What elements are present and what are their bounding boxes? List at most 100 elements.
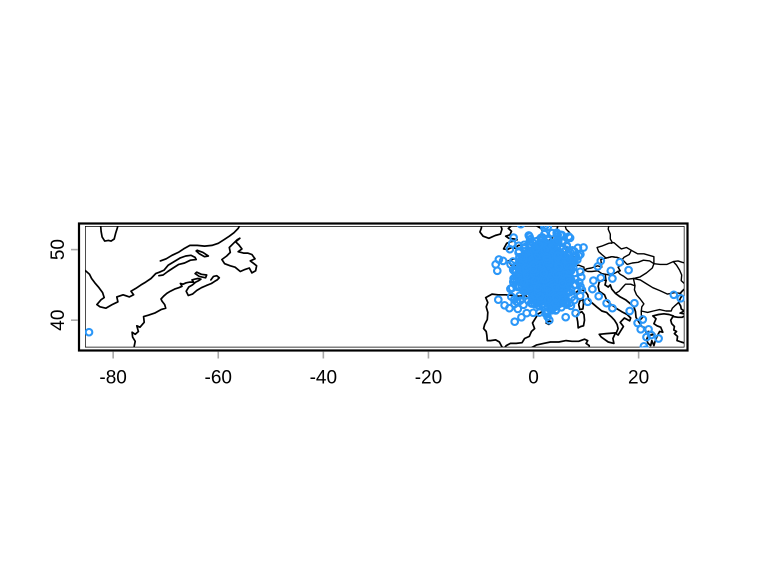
poland-slovakia-ukraine-border bbox=[630, 249, 655, 265]
cluster-fringe-point bbox=[506, 260, 515, 269]
data-point bbox=[596, 273, 606, 283]
x-tick-label: -20 bbox=[415, 368, 442, 389]
ireland-partial-coastline bbox=[479, 226, 503, 240]
labrador-quebec-north-shore-coastline bbox=[159, 226, 241, 262]
x-tick-label: -40 bbox=[310, 368, 337, 389]
data-point bbox=[543, 226, 553, 232]
cluster-fringe-point bbox=[540, 229, 549, 239]
data-point bbox=[505, 303, 514, 313]
data-point bbox=[624, 265, 633, 275]
marmara-coastline bbox=[672, 310, 685, 319]
data-point bbox=[669, 290, 679, 300]
cluster-fringe-point bbox=[550, 298, 560, 308]
plot-box bbox=[77, 222, 689, 352]
cluster-fringe-point bbox=[551, 270, 561, 279]
cluster-fringe-point bbox=[539, 302, 549, 312]
data-point bbox=[615, 257, 625, 267]
czech-border bbox=[596, 241, 632, 261]
data-point bbox=[517, 312, 526, 322]
cluster-fringe-point bbox=[515, 259, 525, 269]
axes-layer: -80 -60 -40 -20 0 20 40 50 bbox=[48, 239, 649, 388]
cluster-fringe-point bbox=[542, 255, 552, 264]
cluster-fringe-point bbox=[576, 272, 586, 282]
cluster-fringe-point bbox=[553, 251, 563, 261]
cluster-fringe-point bbox=[562, 288, 572, 298]
anticosti-island-coastline bbox=[195, 249, 210, 258]
data-point bbox=[589, 276, 598, 285]
croatia-bosnia-border bbox=[614, 283, 636, 295]
data-point bbox=[568, 245, 577, 255]
romania-moldova-border bbox=[672, 260, 685, 285]
cluster-fringe-point bbox=[520, 286, 530, 296]
europe-mediterranean-coast-coastline bbox=[482, 226, 685, 348]
data-point bbox=[594, 291, 604, 301]
data-point bbox=[513, 304, 523, 314]
data-point bbox=[630, 298, 639, 308]
danube-serbia-bulgaria-border bbox=[632, 277, 682, 295]
data-point bbox=[577, 285, 587, 295]
data-point bbox=[583, 297, 593, 307]
cluster-fringe-point bbox=[510, 317, 520, 327]
cluster-fringe-point bbox=[558, 278, 567, 288]
data-point bbox=[642, 332, 651, 342]
x-tick-label: -60 bbox=[205, 368, 232, 389]
data-point bbox=[606, 266, 616, 276]
cluster-fringe-point bbox=[507, 283, 517, 293]
data-point bbox=[498, 256, 508, 266]
cluster-point bbox=[519, 300, 528, 310]
data-point bbox=[516, 226, 525, 229]
data-point bbox=[509, 233, 518, 242]
cluster-fringe-point bbox=[554, 262, 564, 272]
romania-north-border bbox=[653, 260, 685, 266]
hungary-slovakia-border bbox=[616, 258, 655, 280]
sicily-coastline bbox=[598, 332, 617, 345]
map-layer bbox=[85, 226, 685, 348]
great-lakes-st-lawrence-coastline bbox=[85, 254, 198, 310]
cluster-fringe-point bbox=[539, 268, 549, 278]
james-bay-coastline bbox=[99, 226, 119, 242]
data-point bbox=[602, 298, 611, 308]
data-point bbox=[638, 315, 648, 324]
data-point bbox=[492, 266, 502, 276]
data-point bbox=[654, 334, 663, 343]
cluster-fringe-point bbox=[528, 264, 538, 274]
data-point bbox=[641, 345, 650, 348]
data-point bbox=[558, 238, 567, 247]
data-point bbox=[636, 324, 646, 334]
newfoundland-coastline bbox=[221, 237, 258, 274]
cluster-fringe-point bbox=[534, 240, 544, 250]
italy-slovenia-border bbox=[604, 273, 607, 282]
cluster-fringe-point bbox=[561, 312, 571, 322]
prince-edward-island-coastline bbox=[194, 271, 208, 279]
cluster-fringe-point bbox=[574, 251, 584, 261]
data-point bbox=[608, 274, 617, 283]
data-point bbox=[522, 308, 532, 318]
data-points-layer bbox=[85, 226, 685, 348]
cluster-fringe-point bbox=[530, 276, 540, 285]
cluster-fringe-point bbox=[533, 283, 543, 293]
data-point bbox=[85, 327, 94, 337]
data-point bbox=[596, 256, 606, 266]
cluster-fringe-point bbox=[550, 282, 560, 292]
data-point bbox=[676, 293, 685, 303]
na-east-coast-coastline bbox=[131, 274, 221, 348]
data-point bbox=[544, 315, 554, 325]
cluster-fringe-point bbox=[543, 303, 553, 312]
data-point bbox=[571, 308, 580, 318]
y-tick-label: 50 bbox=[48, 239, 69, 260]
africa-north-coast-coastline bbox=[529, 338, 591, 348]
x-tick-label: 0 bbox=[528, 368, 539, 389]
data-point bbox=[553, 230, 563, 240]
data-point bbox=[493, 295, 503, 305]
data-point bbox=[579, 243, 588, 252]
greece-bulgaria-turkey-border bbox=[640, 301, 680, 314]
cluster-point bbox=[575, 267, 585, 277]
data-point bbox=[524, 231, 534, 240]
cluster-fringe-point bbox=[533, 288, 542, 298]
x-tick-label: 20 bbox=[628, 368, 649, 389]
cluster-fringe-point bbox=[551, 293, 561, 303]
cluster-fringe-point bbox=[545, 287, 555, 297]
x-tick-label: -80 bbox=[99, 368, 126, 389]
